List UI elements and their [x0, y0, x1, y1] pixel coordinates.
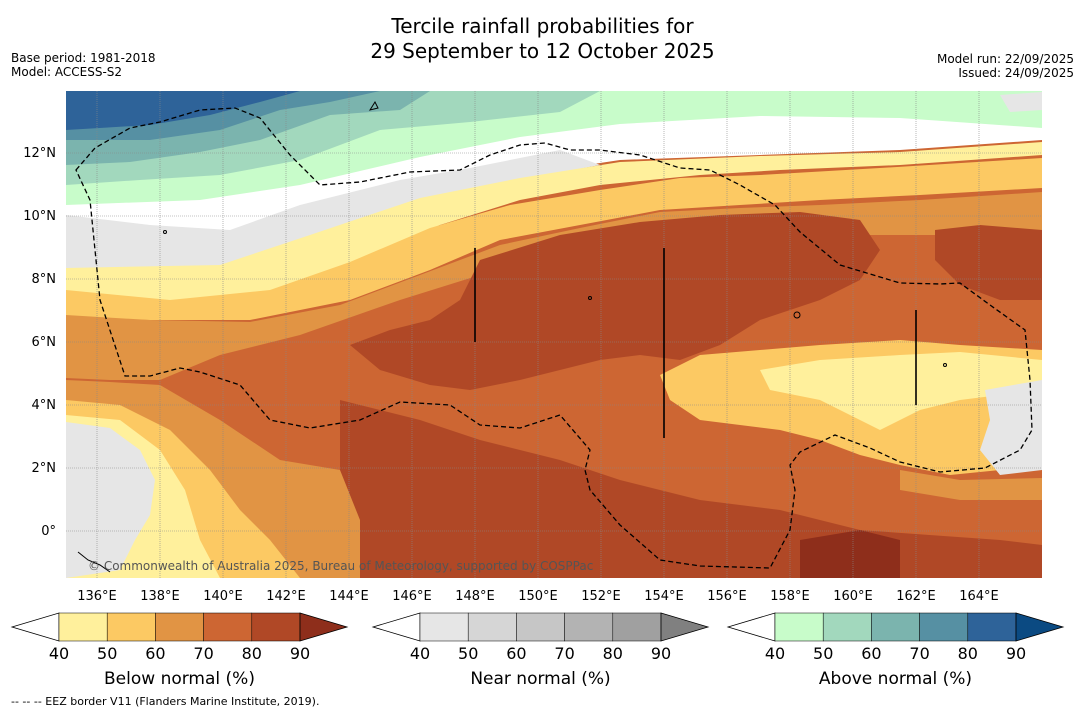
colorbar-segment: [564, 612, 614, 642]
colorbar-tick: 60: [506, 644, 526, 663]
colorbar-tick: 60: [861, 644, 881, 663]
copyright-text: © Commonwealth of Australia 2025, Bureau…: [88, 559, 593, 573]
title-line-2: 29 September to 12 October 2025: [370, 39, 715, 63]
colorbar-segment: [516, 612, 565, 642]
lon-label: 146°E: [392, 589, 432, 604]
lon-label: 162°E: [896, 589, 936, 604]
issued-date: Issued: 24/09/2025: [958, 66, 1074, 80]
colorbar-segment: [967, 612, 1017, 642]
colorbar-segment: [822, 612, 872, 642]
colorbar-segment: [871, 612, 920, 642]
below-normal-60-70-east-south: [900, 470, 1042, 500]
near-normal-east-pocket: [980, 380, 1042, 475]
lon-label: 144°E: [329, 589, 369, 604]
colorbar-tick: 60: [145, 644, 165, 663]
colorbar-1: 40 50 60 70 80 90 Near normal (%): [371, 612, 710, 689]
colorbar-segment: [612, 612, 662, 642]
lat-label: 6°N: [32, 335, 57, 350]
title-line-1: Tercile rainfall probabilities for: [391, 14, 694, 38]
near-normal-east-region: [1000, 92, 1042, 112]
lon-label: 150°E: [518, 589, 558, 604]
lon-label: 158°E: [770, 589, 810, 604]
colorbar-segment: [919, 612, 969, 642]
below-normal-70-80-east: [935, 225, 1042, 300]
meta-left: Base period: 1981-2018 Model: ACCESS-S2: [11, 51, 156, 79]
eez-border: [75, 107, 1033, 569]
colorbar-segment: [774, 612, 824, 642]
lon-label: 138°E: [140, 589, 180, 604]
lat-label: 4°N: [32, 398, 57, 413]
lon-label: 148°E: [455, 589, 495, 604]
below-normal-40-50-region: [66, 142, 1042, 305]
near-normal-southwest-region: [66, 422, 155, 578]
colorbar-tick: 50: [458, 644, 478, 663]
colorbar-tick: 50: [97, 644, 117, 663]
graticule: [66, 91, 1042, 578]
colorbar-right-extend: [1015, 612, 1065, 642]
model-run: Model run: 22/09/2025: [936, 52, 1074, 66]
map-title: Tercile rainfall probabilities for 29 Se…: [0, 14, 1085, 64]
lon-label: 136°E: [77, 589, 117, 604]
colorbars: 40 50 60 70 80 90 Below normal (%) 40 50 60 70 80 90…: [10, 612, 1065, 689]
colorbar-segment: [419, 612, 469, 642]
lon-label: 154°E: [644, 589, 684, 604]
lon-label: 160°E: [833, 589, 873, 604]
lat-label: 0°: [41, 524, 56, 539]
colorbar-0: 40 50 60 70 80 90 Below normal (%): [10, 612, 349, 689]
colorbar-segment: [467, 612, 517, 642]
colorbar-title: Near normal (%): [470, 669, 610, 689]
eez-footnote: -- -- -- EEZ border V11 (Flanders Marine…: [11, 695, 320, 708]
lat-label: 10°N: [23, 209, 56, 224]
colorbar-segment: [58, 612, 108, 642]
colorbar-right-extend: [660, 612, 710, 642]
colorbar-tick: 40: [49, 644, 69, 663]
colorbar-right-extend: [299, 612, 349, 642]
colorbar-tick: 50: [813, 644, 833, 663]
colorbar-tick: 90: [290, 644, 310, 663]
colorbar-title: Above normal (%): [819, 669, 972, 689]
colorbar-segment: [155, 612, 204, 642]
latitude-labels: 12°N 10°N 8°N 6°N 4°N 2°N 0°: [23, 146, 56, 539]
lon-label: 164°E: [959, 589, 999, 604]
above-normal-80-90-region: [66, 91, 300, 130]
colorbar-segment: [106, 612, 156, 642]
colorbar-tick: 70: [193, 644, 213, 663]
lon-label: 142°E: [266, 589, 306, 604]
lat-label: 12°N: [23, 146, 56, 161]
colorbar-2: 40 50 60 70 80 90 Above normal (%): [726, 612, 1065, 689]
below-normal-40-50-east: [760, 352, 1042, 430]
islands: [77, 100, 947, 573]
colorbar-tick: 80: [603, 644, 623, 663]
lon-label: 140°E: [203, 589, 243, 604]
lat-label: 2°N: [32, 461, 57, 476]
forecast-map-area: © Commonwealth of Australia 2025, Bureau…: [66, 91, 1042, 578]
colorbar-tick: 80: [958, 644, 978, 663]
colorbar-left-extend: [10, 612, 60, 642]
colorbar-tick: 90: [651, 644, 671, 663]
colorbar-left-extend: [726, 612, 776, 642]
colorbar-tick: 90: [1006, 644, 1026, 663]
colorbar-tick: 80: [242, 644, 262, 663]
near-normal-40-50-region: [66, 150, 600, 295]
longitude-labels: 136°E 138°E 140°E 142°E 144°E 146°E 148°E 150°E…: [77, 589, 999, 604]
below-normal-60-70-region: [66, 192, 1042, 380]
colorbar-tick: 40: [410, 644, 430, 663]
lon-label: 152°E: [581, 589, 621, 604]
colorbar-tick: 70: [554, 644, 574, 663]
colorbar-segment: [203, 612, 253, 642]
below-normal-70-80-core: [350, 212, 880, 390]
lon-label: 156°E: [707, 589, 747, 604]
colorbar-segment: [251, 612, 301, 642]
colorbar-tick: 70: [909, 644, 929, 663]
colorbar-left-extend: [371, 612, 421, 642]
meta-right: Model run: 22/09/2025 Issued: 24/09/2025: [937, 52, 1074, 80]
below-normal-80-90-south: [800, 530, 900, 578]
below-normal-50-60-region: [66, 158, 1042, 320]
model-name: Model: ACCESS-S2: [11, 65, 123, 79]
base-period: Base period: 1981-2018: [11, 51, 156, 65]
colorbar-title: Below normal (%): [104, 669, 255, 689]
lat-label: 8°N: [32, 272, 57, 287]
colorbar-tick: 40: [765, 644, 785, 663]
